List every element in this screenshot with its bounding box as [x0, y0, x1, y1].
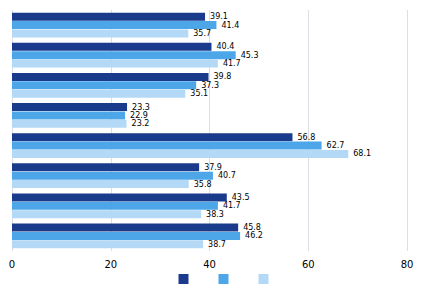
- svg-text:60: 60: [302, 259, 315, 270]
- svg-text:40.4: 40.4: [216, 42, 234, 51]
- svg-text:56.8: 56.8: [297, 133, 315, 142]
- svg-text:41.7: 41.7: [223, 59, 241, 68]
- svg-text:40: 40: [203, 259, 216, 270]
- svg-text:45.8: 45.8: [243, 223, 261, 233]
- svg-text:40.7: 40.7: [218, 171, 236, 180]
- svg-text:22.9: 22.9: [130, 110, 148, 120]
- svg-text:35.1: 35.1: [190, 89, 208, 98]
- svg-text:35.7: 35.7: [193, 29, 211, 38]
- svg-text:43.5: 43.5: [231, 192, 250, 202]
- svg-text:39.8: 39.8: [213, 72, 232, 82]
- svg-text:0: 0: [9, 259, 15, 270]
- svg-text:68.1: 68.1: [353, 149, 371, 158]
- svg-text:80: 80: [401, 259, 414, 270]
- svg-text:38.7: 38.7: [208, 240, 226, 249]
- svg-text:46.2: 46.2: [245, 231, 263, 240]
- svg-text:38.3: 38.3: [206, 210, 224, 219]
- svg-text:45.3: 45.3: [241, 51, 259, 60]
- svg-text:39.1: 39.1: [210, 12, 228, 22]
- svg-text:35.8: 35.8: [194, 180, 212, 189]
- svg-text:62.7: 62.7: [327, 141, 345, 150]
- svg-text:41.7: 41.7: [223, 201, 241, 210]
- svg-text:41.4: 41.4: [221, 21, 239, 30]
- svg-text:23.3: 23.3: [132, 102, 150, 112]
- svg-text:37.3: 37.3: [201, 80, 219, 90]
- svg-text:20: 20: [104, 259, 117, 270]
- svg-text:37.9: 37.9: [204, 162, 222, 172]
- svg-text:23.2: 23.2: [132, 119, 150, 128]
